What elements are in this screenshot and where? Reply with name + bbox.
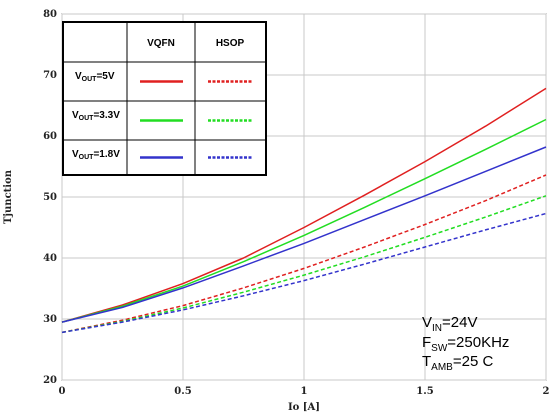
series-line-hsop-3v3v <box>61 195 547 334</box>
legend-swatches <box>140 80 252 159</box>
series-line-hsop-1v8v <box>61 212 547 334</box>
x-tick-label: 0.5 <box>174 386 191 397</box>
x-tick-label: 1 <box>301 386 308 397</box>
y-tick-label: 50 <box>43 192 57 203</box>
y-tick-label: 80 <box>43 9 57 20</box>
x-axis-title: Io [A] <box>288 402 320 413</box>
y-tick-label: 30 <box>43 314 57 325</box>
x-tick-label: 2 <box>543 386 550 397</box>
x-tick-label: 0 <box>59 386 66 397</box>
legend: VQFN HSOP VOUT=5V VOUT=3.3V VOUT=1.8V <box>62 21 267 176</box>
x-tick-label: 1.5 <box>416 386 433 397</box>
condition-vin: VIN=24V <box>422 314 477 334</box>
legend-row-1v8-label: VOUT=1.8V <box>72 149 120 161</box>
y-axis-title: Tjunction <box>3 169 14 224</box>
legend-row-3v3-label: VOUT=3.3V <box>72 110 120 122</box>
series-line-hsop-5v <box>61 174 547 334</box>
series-line-vqfn-3v3v <box>61 118 547 323</box>
series-lines <box>61 87 547 334</box>
y-tick-label: 70 <box>43 70 57 81</box>
y-tick-label: 40 <box>43 253 57 264</box>
condition-tamb: TAMB=25 C <box>422 353 493 373</box>
legend-grid <box>63 22 266 175</box>
series-line-vqfn-1v8v <box>61 146 547 323</box>
condition-fsw: FSW=250KHz <box>422 334 509 354</box>
tick-labels: 0 0.5 1 1.5 2 20 30 40 50 60 70 80 <box>43 9 549 397</box>
legend-col-vqfn: VQFN <box>147 38 175 49</box>
legend-row-5v-label: VOUT=5V <box>75 71 115 83</box>
legend-col-hsop: HSOP <box>216 38 245 49</box>
conditions-annotation: VIN=24V FSW=250KHz TAMB=25 C <box>422 314 509 373</box>
y-tick-label: 60 <box>43 131 57 142</box>
y-tick-label: 20 <box>43 375 57 386</box>
series-line-vqfn-5v <box>61 87 547 323</box>
legend-box <box>62 21 267 176</box>
